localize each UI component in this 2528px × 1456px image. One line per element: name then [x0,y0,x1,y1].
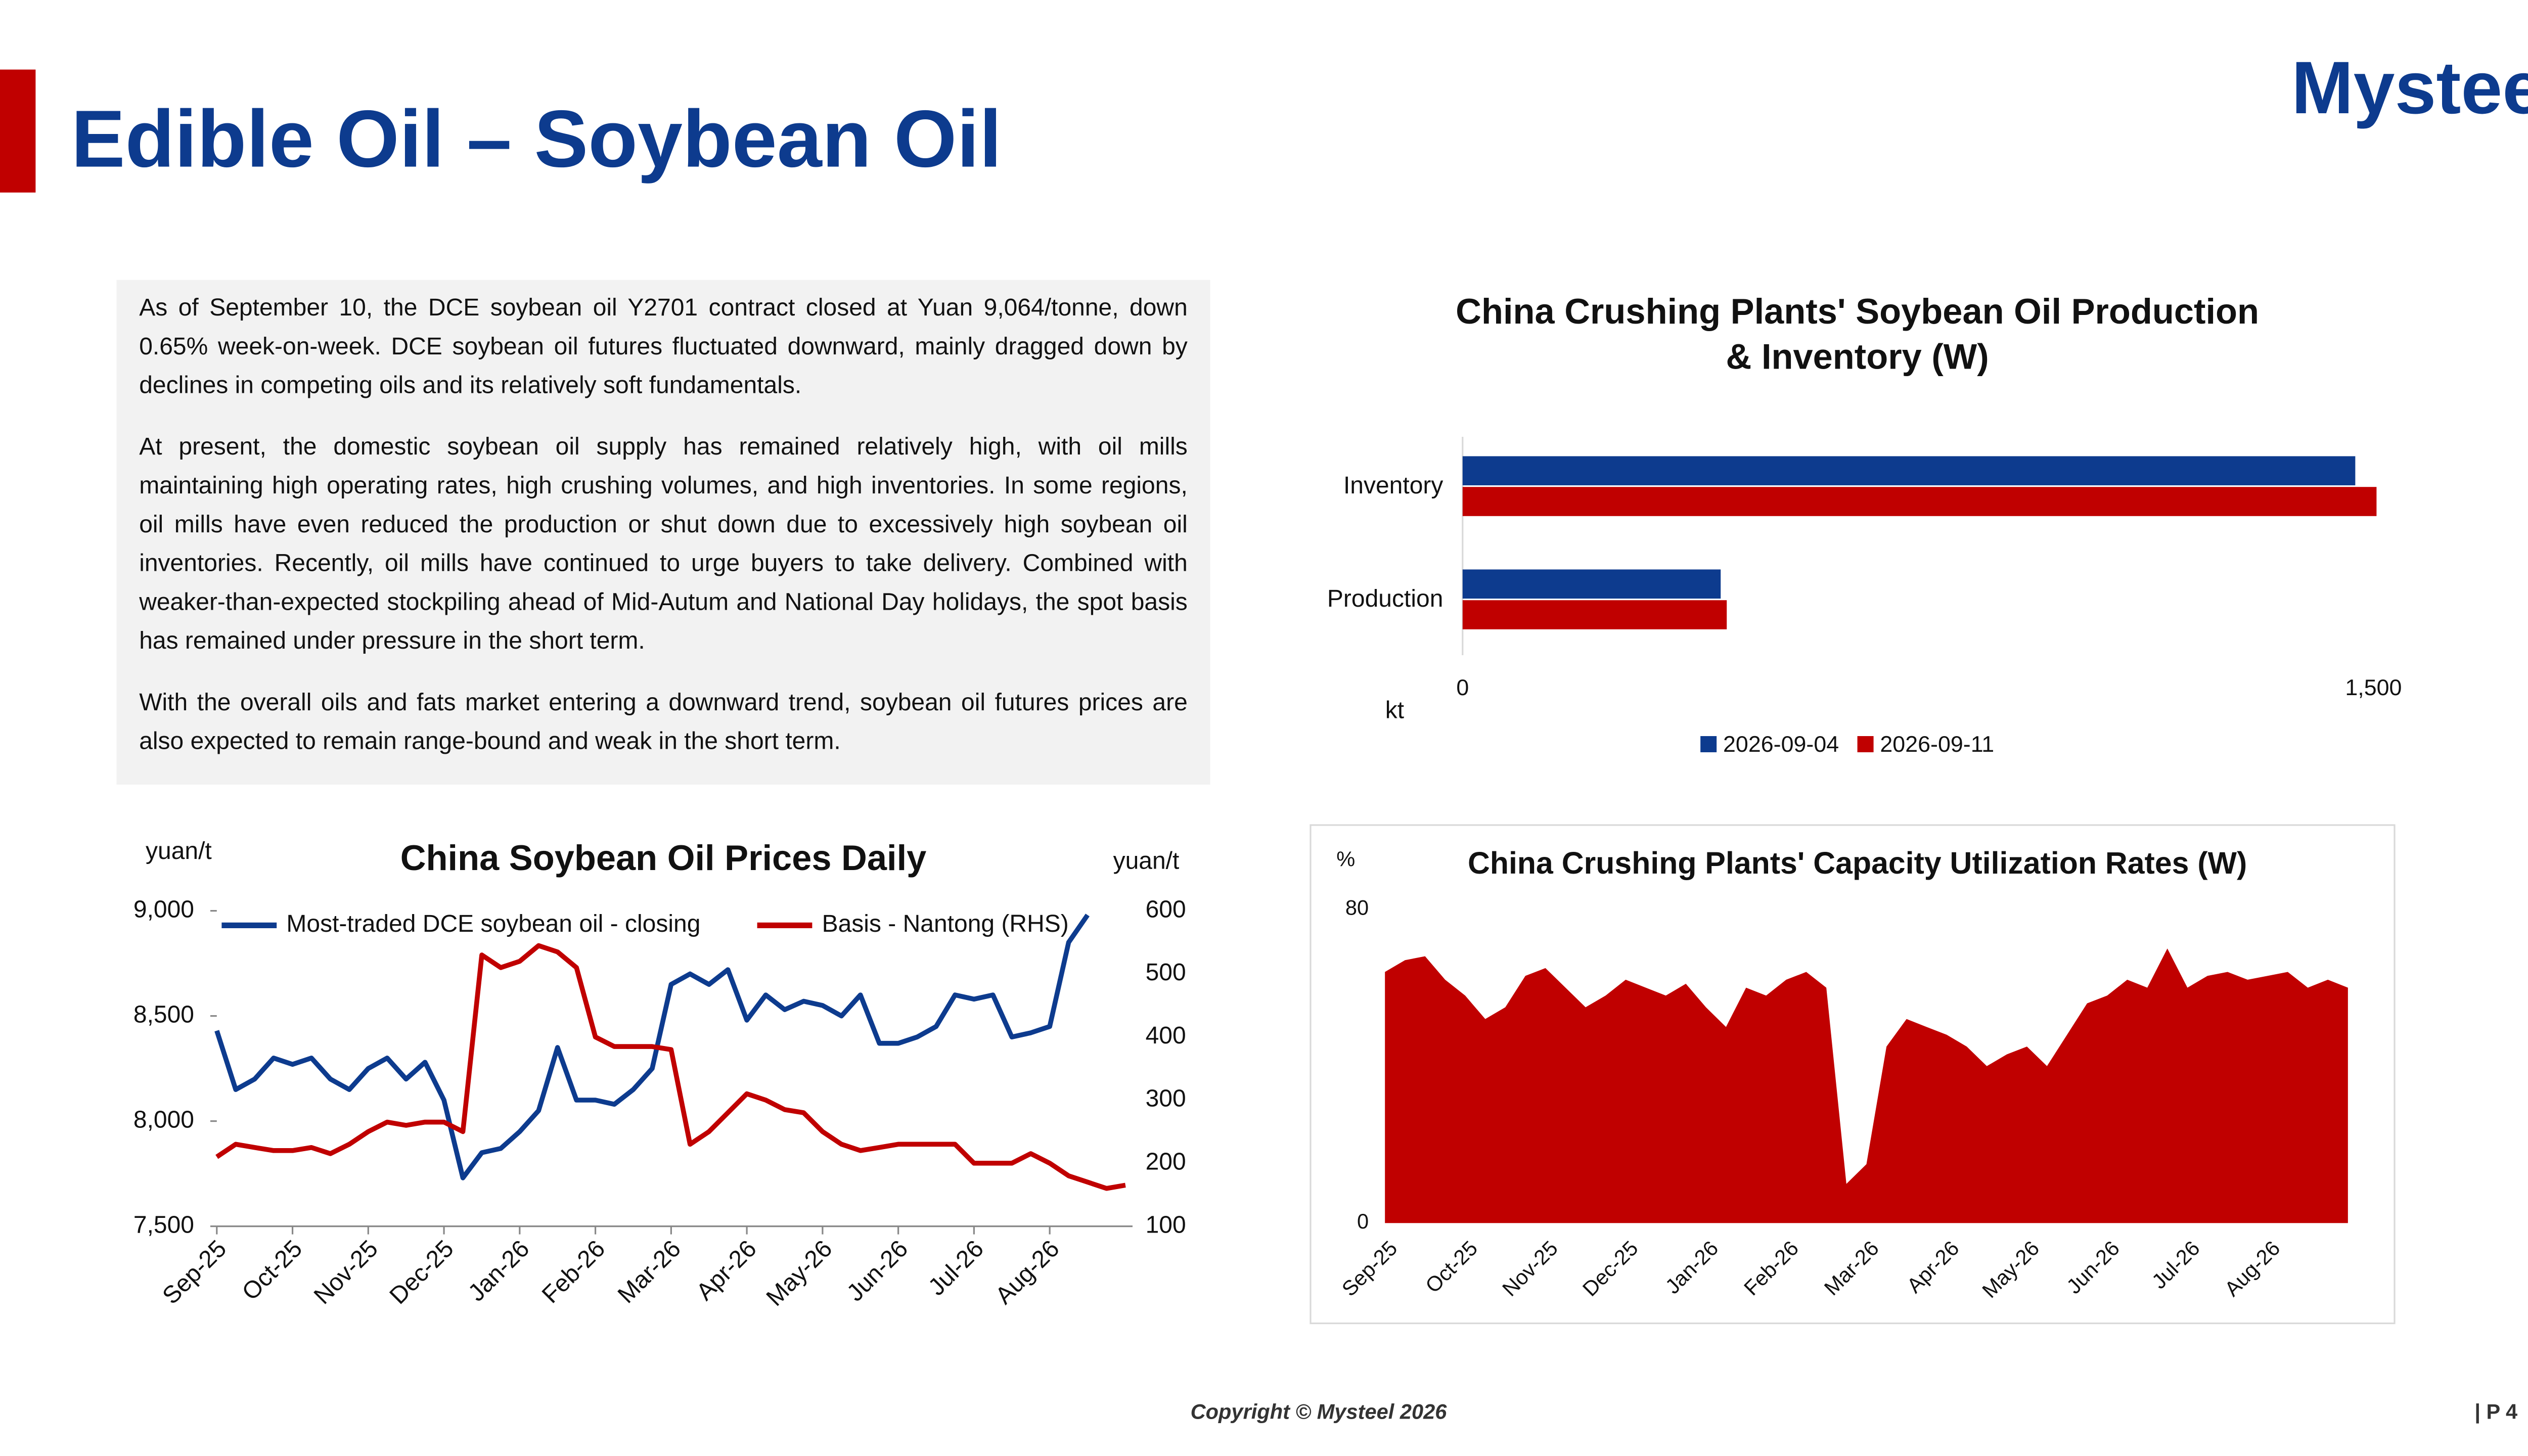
x-tick-label: Aug-26 [2220,1236,2284,1301]
area [1385,948,2348,1223]
x-tick-label: Sep-25 [1337,1236,1402,1301]
logo: Mysteel [2291,47,2528,129]
x-tick-label: 1,500 [2345,675,2402,700]
y-axis-label: yuan/t [146,838,212,864]
y-tick-label: 8,500 [133,1001,194,1028]
x-tick-label: Oct-25 [1421,1236,1482,1298]
y2-axis-label: yuan/t [1113,847,1180,874]
y-tick-label: Inventory [1343,472,1443,499]
legend-label: Basis - Nantong (RHS) [822,911,1069,937]
y2-tick-label: 300 [1146,1085,1186,1112]
x-tick-label: Nov-25 [309,1235,383,1309]
bar [1462,487,2377,516]
paragraph: With the overall oils and fats market en… [139,689,1188,756]
x-tick-label: May-26 [1977,1236,2044,1302]
text-panel: As of September 10, the DCE soybean oil … [116,280,1210,785]
x-tick-label: Jul-26 [923,1235,989,1301]
x-tick-label: 0 [1456,675,1469,700]
x-tick-label: Dec-25 [385,1235,459,1309]
legend-swatch [1700,736,1717,752]
paragraph: At present, the domestic soybean oil sup… [139,433,1188,655]
chart-frame [1310,824,2396,1325]
bar [1462,600,1727,629]
y2-tick-label: 500 [1146,959,1186,986]
x-tick-label: Apr-26 [1902,1236,1964,1298]
x-tick-label: Mar-26 [1819,1236,1883,1300]
x-tick-label: May-26 [761,1235,838,1311]
x-tick-label: Apr-26 [691,1235,761,1305]
series-line [217,915,1125,1178]
y2-tick-label: 600 [1146,896,1186,923]
y2-tick-label: 200 [1146,1148,1186,1175]
y-tick-label: 9,000 [133,896,194,923]
x-tick-label: Sep-25 [157,1235,232,1309]
x-tick-label: Jul-26 [2147,1236,2204,1293]
y-axis-label: % [1336,847,1355,871]
x-axis-label: kt [1385,697,1404,724]
x-tick-label: Nov-25 [1498,1236,1562,1301]
chart-title: China Soybean Oil Prices Daily [400,838,927,878]
y2-tick-label: 400 [1146,1022,1186,1049]
y-tick-label: 7,500 [133,1211,194,1238]
x-tick-label: Jun-26 [842,1235,913,1306]
x-tick-label: Jan-26 [1660,1236,1723,1298]
legend-swatch [1857,736,1874,752]
title-line: & Inventory (W) [1726,337,1989,377]
chart-title: China Crushing Plants' Soybean Oil Produ… [1456,291,2259,377]
legend-label: Most-traded DCE soybean oil - closing [286,911,700,937]
x-tick-label: Aug-26 [990,1235,1065,1309]
chart-title: China Crushing Plants' Capacity Utilizat… [1468,846,2247,880]
y2-tick-label: 100 [1146,1211,1186,1238]
x-tick-label: Jan-26 [463,1235,534,1306]
x-tick-label: Mar-26 [613,1235,686,1308]
bar [1462,456,2356,485]
page-number: | P 4 [2474,1399,2517,1424]
copyright: Copyright © Mysteel 2026 [1191,1399,1448,1423]
title-accent [0,69,36,193]
y-tick-label: 0 [1357,1209,1369,1233]
bar [1462,569,1721,599]
x-tick-label: Oct-25 [237,1235,307,1305]
y-tick-label: Production [1327,585,1443,612]
y-tick-label: 8,000 [133,1106,194,1133]
series-line [215,943,1126,1191]
legend-label: 2026-09-11 [1880,732,1994,757]
x-tick-label: Feb-26 [537,1235,610,1308]
x-tick-label: Feb-26 [1739,1236,1803,1300]
x-tick-label: Jun-26 [2062,1236,2124,1298]
paragraph: As of September 10, the DCE soybean oil … [139,294,1188,400]
page-title: Edible Oil – Soybean Oil [71,94,1002,184]
legend-label: 2026-09-04 [1723,732,1839,757]
y-tick-label: 80 [1345,895,1369,919]
title-line: China Crushing Plants' Soybean Oil Produ… [1456,291,2259,331]
x-tick-label: Dec-25 [1578,1236,1643,1301]
